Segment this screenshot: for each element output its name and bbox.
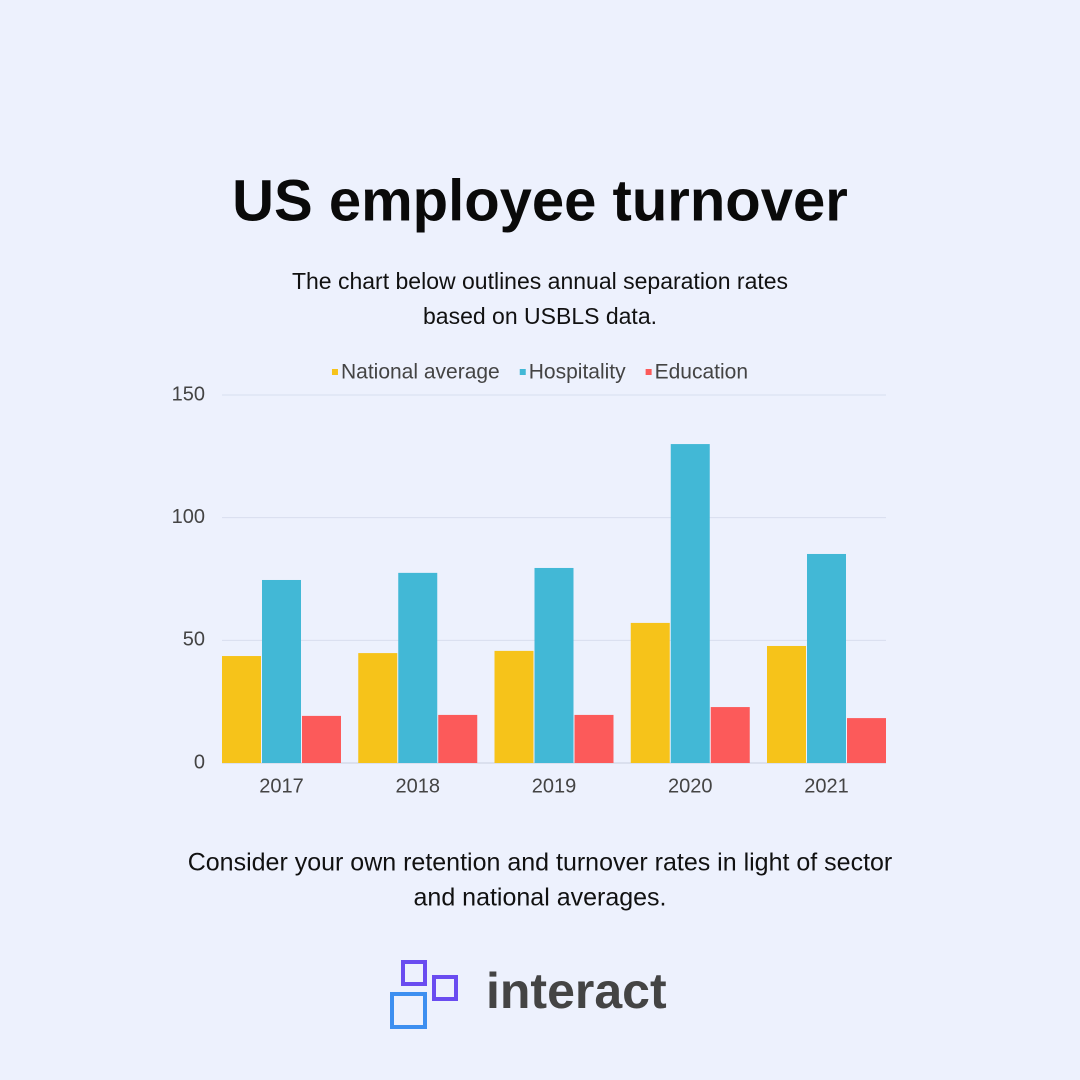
bar <box>807 553 846 763</box>
brand-name: interact <box>486 963 667 1019</box>
bar <box>438 714 478 763</box>
bar <box>710 707 750 763</box>
y-tick-label: 0 <box>194 751 205 773</box>
bar <box>358 653 398 763</box>
y-tick-label: 150 <box>172 383 205 405</box>
bar <box>847 718 886 763</box>
bar <box>670 444 710 763</box>
legend-label: Hospitality <box>529 361 626 384</box>
legend-label: National average <box>341 361 500 384</box>
x-tick-label: 2018 <box>396 775 441 797</box>
y-tick-label: 50 <box>183 629 205 651</box>
legend-swatch <box>645 369 652 375</box>
legend-swatch <box>519 369 526 375</box>
bar <box>534 567 574 763</box>
chart: 0 50 100 150 2017 2018 2019 2020 2021 National av… <box>172 361 886 797</box>
chart-title: US employee turnover <box>232 168 848 233</box>
bar <box>630 622 670 763</box>
y-tick-label: 100 <box>172 506 205 528</box>
bar <box>767 645 806 763</box>
subtitle: based on USBLS data. <box>423 303 657 329</box>
x-tick-label: 2017 <box>259 775 304 797</box>
subtitle: The chart below outlines annual separati… <box>292 268 788 294</box>
footer-note: and national averages. <box>414 884 667 912</box>
legend-label: Education <box>655 361 748 384</box>
legend-swatch <box>331 369 338 375</box>
logo-icon <box>390 960 458 1029</box>
x-tick-label: 2020 <box>668 775 713 797</box>
bar <box>494 650 534 763</box>
x-tick-label: 2019 <box>532 775 577 797</box>
x-tick-label: 2021 <box>804 775 849 797</box>
bar <box>262 579 301 763</box>
bar <box>398 572 438 763</box>
bar <box>222 656 261 763</box>
bar <box>574 714 614 763</box>
footer-note: Consider your own retention and turnover… <box>188 849 893 877</box>
bar <box>302 715 341 763</box>
